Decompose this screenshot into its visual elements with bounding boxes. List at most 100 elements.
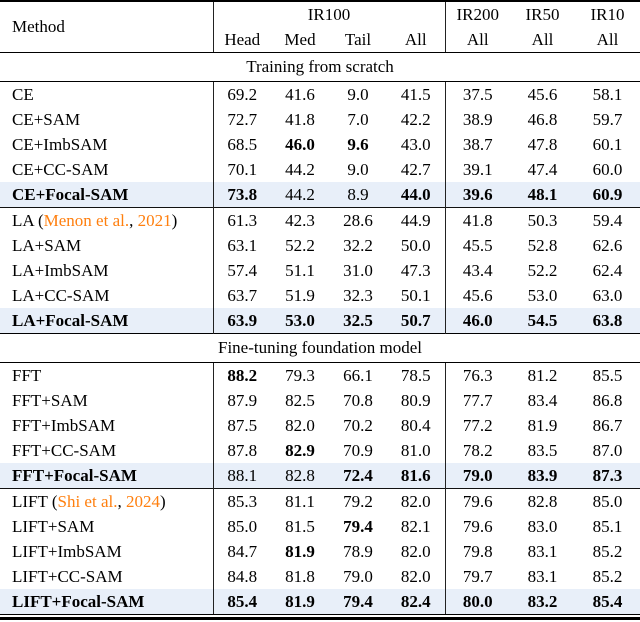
value-cell: 63.1 bbox=[212, 233, 271, 258]
table-row: CE+ImbSAM 68.5 46.0 9.6 43.0 38.7 47.8 60.1 bbox=[0, 132, 640, 157]
value-cell: 85.2 bbox=[592, 566, 623, 586]
value-cell: 52.2 bbox=[527, 260, 558, 280]
method-cell: LIFT+CC-SAM bbox=[0, 564, 213, 589]
value-cell: 47.8 bbox=[527, 134, 558, 154]
value-cell: 53.0 bbox=[527, 285, 558, 305]
value-cell: 52.2 bbox=[285, 235, 315, 255]
col-header-med: Med bbox=[271, 27, 329, 53]
table-row: LIFT (Shi et al., 2024) 85.3 81.1 79.2 82.0 7… bbox=[0, 488, 640, 514]
value-cell: 81.6 bbox=[400, 465, 431, 485]
value-cell: 83.1 bbox=[527, 566, 558, 586]
method-label: FFT+Focal-SAM bbox=[12, 465, 137, 485]
col-header-ir200: IR200 bbox=[444, 1, 510, 27]
value-cell: 85.2 bbox=[592, 541, 623, 561]
value-cell: 50.0 bbox=[400, 235, 431, 255]
value-cell: 85.5 bbox=[592, 365, 623, 385]
value-cell: 63.8 bbox=[592, 310, 623, 330]
value-cell: 47.3 bbox=[400, 260, 431, 280]
value-cell: 76.3 bbox=[444, 362, 510, 388]
value-cell: 80.9 bbox=[400, 390, 431, 410]
table-row: LA+ImbSAM 57.4 51.1 31.0 47.3 43.4 52.2 62.4 bbox=[0, 258, 640, 283]
value-cell: 51.9 bbox=[285, 285, 315, 305]
value-cell: 32.2 bbox=[343, 235, 373, 255]
value-cell: 39.6 bbox=[444, 182, 510, 208]
method-cell: LA+Focal-SAM bbox=[0, 308, 213, 334]
method-cell: LA+ImbSAM bbox=[0, 258, 213, 283]
value-cell: 63.9 bbox=[212, 308, 271, 334]
value-cell: 42.3 bbox=[271, 207, 329, 233]
method-cell: FFT+Focal-SAM bbox=[0, 463, 213, 489]
value-cell: 83.4 bbox=[527, 390, 558, 410]
method-label: FFT+SAM bbox=[12, 390, 88, 410]
value-cell: 68.5 bbox=[212, 132, 271, 157]
value-cell: 37.5 bbox=[444, 81, 510, 107]
method-cell: LIFT (Shi et al., 2024) bbox=[0, 488, 213, 514]
value-cell: 88.1 bbox=[212, 463, 271, 489]
value-cell: 60.0 bbox=[592, 159, 623, 179]
value-cell: 73.8 bbox=[212, 182, 271, 208]
section-title-row: Fine-tuning foundation model bbox=[0, 333, 640, 363]
value-cell: 77.2 bbox=[444, 413, 510, 438]
col-header-ir10: IR10 bbox=[590, 4, 625, 24]
citation-link[interactable]: Shi et al. bbox=[57, 491, 118, 511]
citation-link[interactable]: Menon et al. bbox=[43, 210, 130, 230]
value-cell: 38.7 bbox=[444, 132, 510, 157]
citation-link[interactable]: 2024 bbox=[125, 491, 160, 511]
value-cell: 39.1 bbox=[444, 157, 510, 182]
table-row: LA (Menon et al., 2021) 61.3 42.3 28.6 44.9 4… bbox=[0, 207, 640, 233]
col-header-ir50: IR50 bbox=[525, 4, 560, 24]
value-cell: 70.9 bbox=[343, 440, 373, 460]
method-cell: LA (Menon et al., 2021) bbox=[0, 207, 213, 233]
value-cell: 79.3 bbox=[285, 365, 315, 385]
value-cell: 85.3 bbox=[212, 488, 271, 514]
value-cell: 70.1 bbox=[212, 157, 271, 182]
value-cell: 7.0 bbox=[347, 109, 369, 129]
value-cell: 62.4 bbox=[592, 260, 623, 280]
value-cell: 82.8 bbox=[510, 488, 575, 514]
table-bottom-rule bbox=[0, 617, 640, 620]
value-cell: 32.5 bbox=[343, 310, 373, 330]
value-cell: 61.3 bbox=[212, 207, 271, 233]
method-cell: CE bbox=[0, 82, 213, 108]
value-cell: 82.9 bbox=[285, 440, 315, 460]
value-cell: 82.1 bbox=[400, 516, 431, 536]
value-cell: 82.8 bbox=[285, 465, 315, 485]
value-cell: 59.4 bbox=[575, 207, 640, 233]
value-cell: 81.9 bbox=[271, 589, 329, 615]
value-cell: 82.0 bbox=[400, 541, 431, 561]
value-cell: 79.4 bbox=[329, 589, 387, 615]
value-cell: 45.6 bbox=[527, 84, 558, 104]
value-cell: 86.7 bbox=[592, 415, 623, 435]
value-cell: 41.8 bbox=[285, 109, 315, 129]
value-cell: 50.3 bbox=[510, 207, 575, 233]
method-label: FFT bbox=[12, 365, 42, 385]
value-cell: 78.2 bbox=[444, 438, 510, 463]
method-label: LA+Focal-SAM bbox=[12, 310, 129, 330]
value-cell: 80.4 bbox=[400, 415, 431, 435]
value-cell: 82.0 bbox=[285, 415, 315, 435]
method-label: , bbox=[129, 210, 138, 230]
value-cell: 81.9 bbox=[285, 541, 315, 561]
value-cell: 8.9 bbox=[347, 184, 369, 204]
citation-link[interactable]: 2021 bbox=[137, 210, 172, 230]
method-label: , bbox=[117, 491, 126, 511]
value-cell: 50.1 bbox=[400, 285, 431, 305]
value-cell: 59.7 bbox=[592, 109, 623, 129]
value-cell: 80.0 bbox=[444, 589, 510, 615]
col-header-all-ir10: All bbox=[575, 27, 640, 53]
value-cell: 81.2 bbox=[527, 365, 558, 385]
table-row: FFT 88.2 79.3 66.1 78.5 76.3 81.2 85.5 bbox=[0, 362, 640, 388]
value-cell: 60.9 bbox=[592, 184, 623, 204]
method-cell: CE+CC-SAM bbox=[0, 157, 213, 182]
table-row: LIFT+ImbSAM 84.7 81.9 78.9 82.0 79.8 83.1 85.2 bbox=[0, 539, 640, 564]
value-cell: 70.2 bbox=[343, 415, 373, 435]
value-cell: 82.4 bbox=[387, 589, 445, 615]
value-cell: 84.8 bbox=[212, 564, 271, 589]
value-cell: 83.1 bbox=[527, 541, 558, 561]
method-cell: FFT+SAM bbox=[0, 388, 213, 413]
value-cell: 82.0 bbox=[387, 488, 445, 514]
value-cell: 51.1 bbox=[285, 260, 315, 280]
col-header-head: Head bbox=[212, 27, 271, 53]
value-cell: 87.0 bbox=[592, 440, 623, 460]
method-label: ) bbox=[171, 210, 178, 230]
